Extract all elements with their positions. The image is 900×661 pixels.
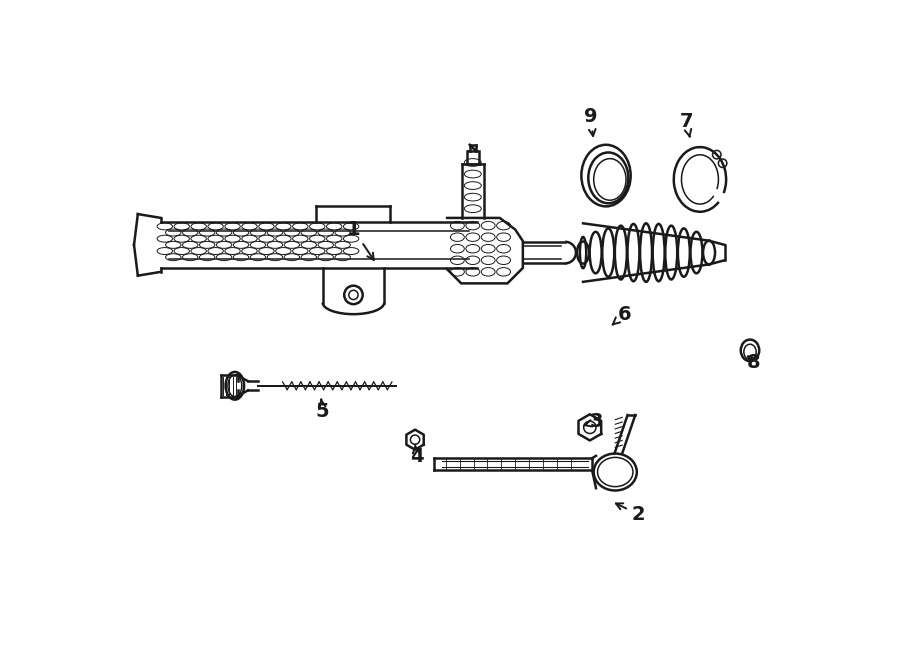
Text: 5: 5 xyxy=(316,399,329,422)
Text: 1: 1 xyxy=(346,220,374,260)
Text: 6: 6 xyxy=(613,305,631,325)
Text: 2: 2 xyxy=(616,504,645,524)
Text: 4: 4 xyxy=(410,444,423,466)
Text: 9: 9 xyxy=(584,107,598,136)
Text: 3: 3 xyxy=(584,412,603,432)
Text: 7: 7 xyxy=(680,112,693,137)
Text: 8: 8 xyxy=(747,353,760,372)
